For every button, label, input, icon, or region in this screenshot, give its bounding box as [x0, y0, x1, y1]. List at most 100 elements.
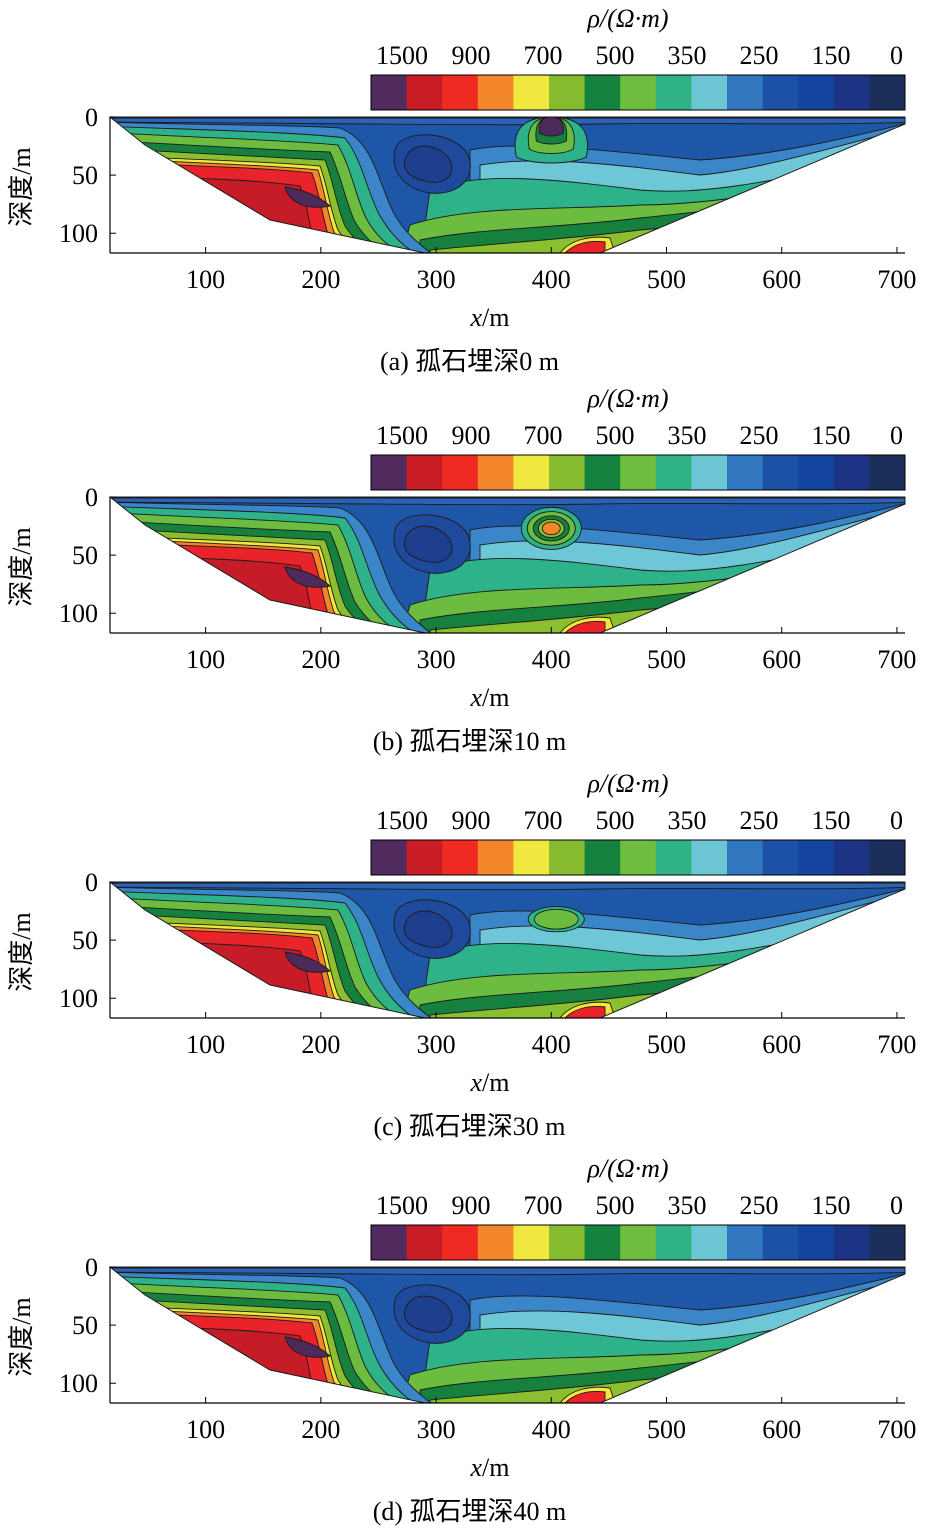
colorbar-swatch	[691, 75, 728, 110]
colorbar-swatch	[513, 840, 550, 875]
contour-band-left-dark-red	[110, 939, 331, 1018]
x-tick-label: 200	[301, 1415, 340, 1444]
colorbar-swatch	[549, 75, 586, 110]
x-tick-label: 400	[532, 265, 571, 294]
colorbar-swatch	[798, 455, 835, 490]
y-tick-label: 50	[72, 541, 98, 570]
contour-band-shallow	[110, 1267, 905, 1276]
colorbar-tick-label: 700	[524, 806, 563, 835]
colorbar-swatch	[549, 1225, 586, 1260]
colorbar-title: ρ/(Ω·m)	[586, 4, 668, 33]
colorbar-tick-label: 700	[524, 421, 563, 450]
chart-panel: ρ/(Ω·m) 1500 900 700 500 350 250 150 0 100 200 300 4…	[0, 0, 939, 380]
colorbar-swatch	[549, 840, 586, 875]
y-tick-label: 0	[85, 483, 98, 512]
colorbar-swatch	[798, 840, 835, 875]
contour-band-left-purple	[284, 1336, 331, 1358]
resistivity-section	[110, 1267, 905, 1403]
x-tick-label: 500	[647, 645, 686, 674]
colorbar-tick-label: 700	[524, 41, 563, 70]
figure-caption: (d) 孤石埋深40 m	[372, 1497, 567, 1526]
colorbar-swatch	[727, 840, 764, 875]
figure-caption: (b) 孤石埋深10 m	[372, 727, 567, 756]
colorbar-swatch	[620, 75, 657, 110]
colorbar-tick-label: 500	[596, 1191, 635, 1220]
chart-panel: ρ/(Ω·m) 1500 900 700 500 350 250 150 0 100 200 300 4…	[0, 765, 939, 1145]
boulder-core	[541, 521, 561, 536]
y-tick-label: 0	[85, 103, 98, 132]
y-axis-label: 深度/m	[7, 1297, 36, 1376]
contour-band-right-red	[563, 1006, 606, 1018]
boulder-core	[538, 117, 564, 137]
colorbar-swatch	[406, 75, 443, 110]
contour-band-right-red	[563, 621, 606, 633]
contour-band-left-dark-red	[110, 554, 331, 633]
colorbar-tick-label: 0	[890, 421, 903, 450]
colorbar-swatch	[691, 1225, 728, 1260]
y-axis-label: 深度/m	[7, 912, 36, 991]
colorbar-swatch	[442, 455, 479, 490]
colorbar-tick-label: 500	[596, 421, 635, 450]
colorbar-swatch	[584, 75, 621, 110]
colorbar-swatch	[371, 1225, 408, 1260]
colorbar-tick-label: 0	[890, 41, 903, 70]
colorbar-swatch	[655, 1225, 692, 1260]
x-tick-label: 500	[647, 1415, 686, 1444]
colorbar-tick-label: 350	[668, 806, 707, 835]
x-tick-label: 300	[417, 265, 456, 294]
colorbar-tick-label: 1500	[376, 41, 428, 70]
x-tick-label: 300	[417, 1030, 456, 1059]
x-tick-label: 400	[532, 1030, 571, 1059]
x-axis-label: x/m	[470, 1453, 510, 1482]
x-axis-label: x/m	[470, 1068, 510, 1097]
x-tick-label: 200	[301, 265, 340, 294]
colorbar-tick-label: 500	[596, 806, 635, 835]
colorbar-swatch	[371, 840, 408, 875]
colorbar-swatch	[727, 455, 764, 490]
y-tick-label: 50	[72, 1311, 98, 1340]
x-tick-label: 700	[877, 265, 916, 294]
colorbar-tick-label: 700	[524, 1191, 563, 1220]
colorbar-swatch	[762, 75, 799, 110]
colorbar-swatch	[727, 1225, 764, 1260]
x-tick-label: 300	[417, 645, 456, 674]
colorbar-swatch	[655, 840, 692, 875]
x-tick-label: 100	[186, 1415, 225, 1444]
colorbar-swatch	[371, 75, 408, 110]
x-tick-label: 500	[647, 1030, 686, 1059]
colorbar-swatch	[869, 1225, 906, 1260]
figure-caption: (a) 孤石埋深0 m	[379, 347, 560, 376]
colorbar-swatch	[620, 840, 657, 875]
y-tick-label: 50	[72, 926, 98, 955]
colorbar-swatch	[833, 1225, 870, 1260]
colorbar-swatch	[655, 455, 692, 490]
contour-band-left-purple	[284, 951, 331, 973]
x-tick-label: 400	[532, 645, 571, 674]
colorbar-tick-label: 150	[812, 421, 851, 450]
x-tick-label: 600	[762, 265, 801, 294]
colorbar-tick-label: 900	[452, 1191, 491, 1220]
colorbar-swatch	[762, 455, 799, 490]
resistivity-section	[110, 497, 905, 633]
y-axis-label: 深度/m	[7, 147, 36, 226]
colorbar-swatch	[798, 1225, 835, 1260]
colorbar-swatch	[620, 1225, 657, 1260]
colorbar-swatch	[406, 455, 443, 490]
colorbar-swatch	[655, 75, 692, 110]
colorbar-swatch	[833, 75, 870, 110]
x-axis-label: x/m	[470, 303, 510, 332]
y-tick-label: 50	[72, 161, 98, 190]
x-tick-label: 700	[877, 1030, 916, 1059]
boulder-core	[533, 908, 579, 930]
colorbar-swatch	[477, 1225, 514, 1260]
x-tick-label: 500	[647, 265, 686, 294]
contour-band-right-red	[563, 1391, 606, 1403]
colorbar-swatch	[513, 75, 550, 110]
colorbar-tick-label: 1500	[376, 806, 428, 835]
colorbar-tick-label: 0	[890, 1191, 903, 1220]
colorbar-tick-label: 1500	[376, 1191, 428, 1220]
colorbar-tick-label: 150	[812, 1191, 851, 1220]
y-tick-label: 0	[85, 868, 98, 897]
